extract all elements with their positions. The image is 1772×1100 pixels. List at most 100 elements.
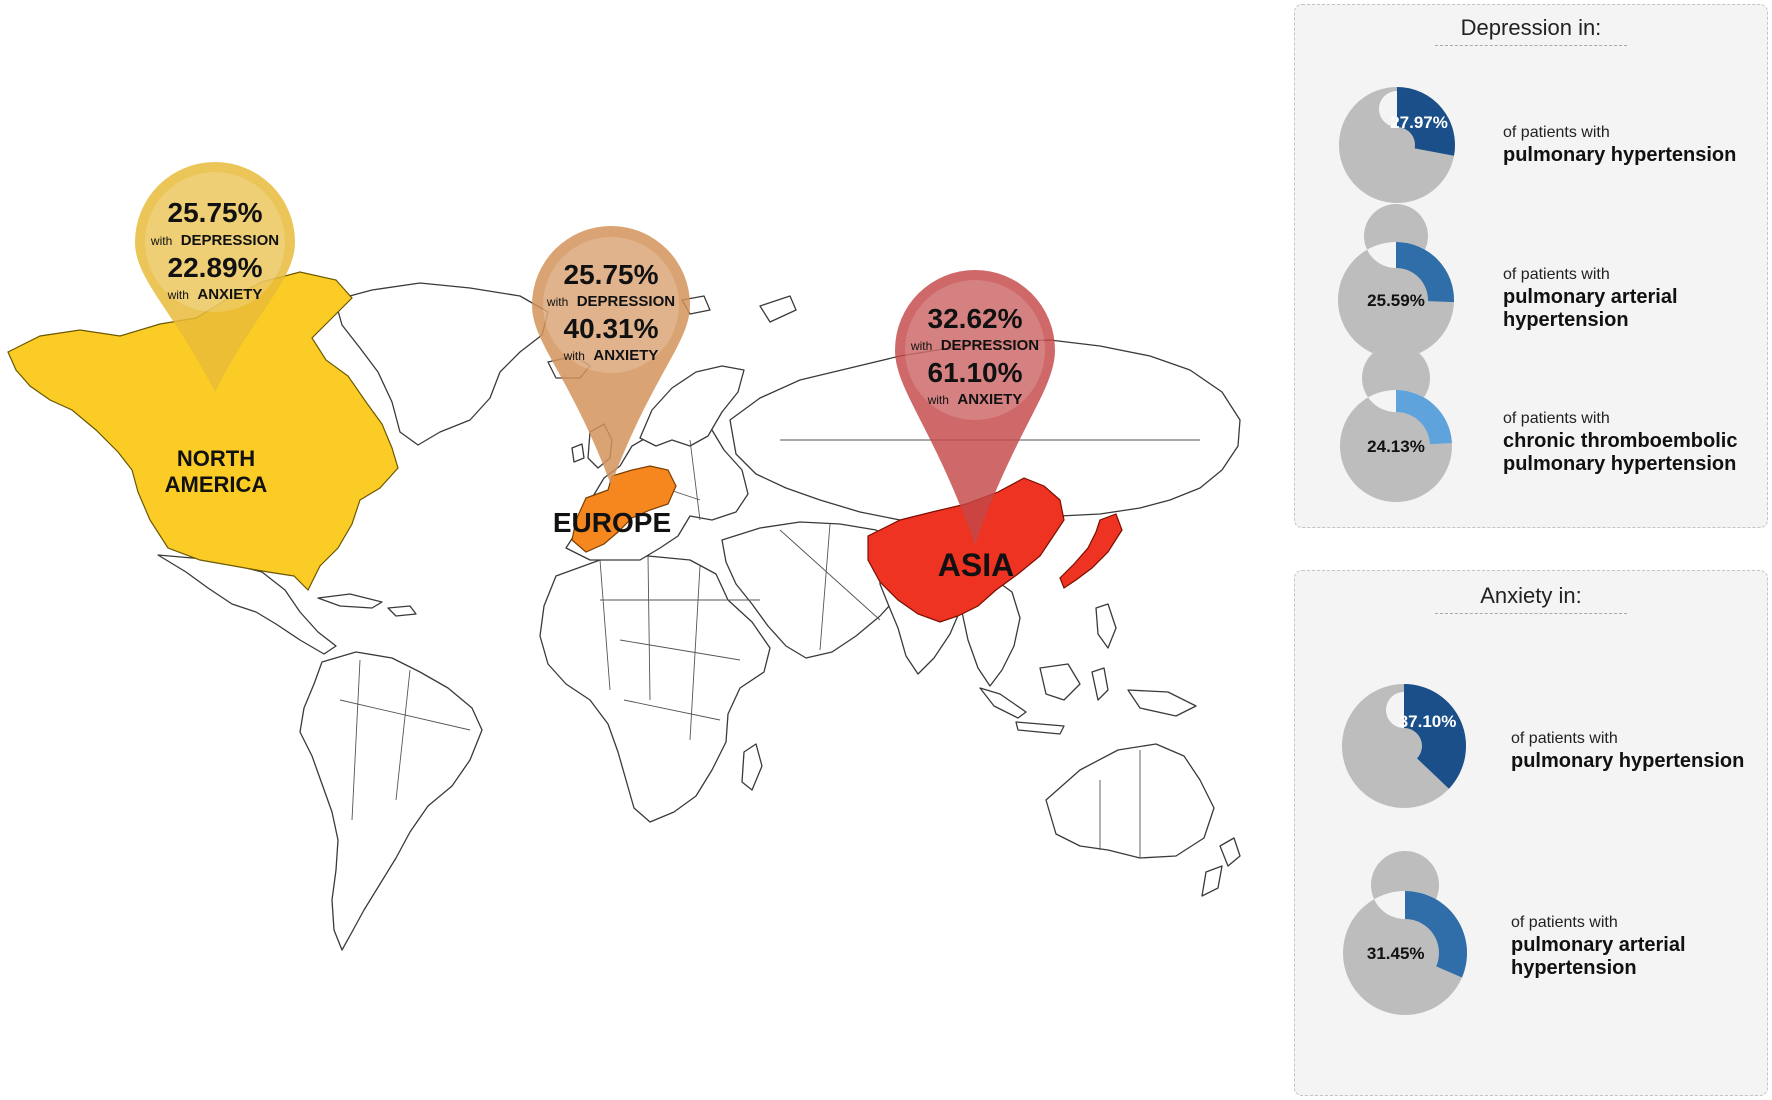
central-america bbox=[157, 554, 337, 655]
borneo bbox=[1039, 663, 1081, 701]
donut-track bbox=[1337, 204, 1454, 358]
pin-depression-percent: 25.75% bbox=[564, 259, 659, 290]
region-label-north-america-line2: AMERICA bbox=[165, 472, 268, 497]
border-line bbox=[647, 555, 651, 701]
border-line bbox=[351, 659, 361, 821]
border-line bbox=[623, 699, 721, 721]
description-lead: of patients with bbox=[1503, 410, 1610, 427]
donut-value-label: 24.13% bbox=[1367, 437, 1425, 456]
donut-slice bbox=[1396, 390, 1452, 445]
europe-region bbox=[571, 465, 677, 553]
title-divider bbox=[1435, 45, 1627, 46]
title-divider bbox=[1435, 613, 1627, 614]
description-anxiety-pah: of patients with pulmonary arterial hype… bbox=[1511, 914, 1686, 980]
africa bbox=[539, 555, 771, 823]
pin-inner-circle bbox=[145, 172, 285, 312]
donut-chart-depression-cteph: 24.13% bbox=[1339, 344, 1452, 502]
pin-asia: 32.62% with DEPRESSION 61.10% with ANXIE… bbox=[895, 270, 1055, 545]
donut-value-label: 37.10% bbox=[1399, 712, 1457, 731]
donut-slice bbox=[1405, 891, 1467, 978]
pin-anxiety-percent: 22.89% bbox=[168, 252, 263, 283]
pin-depression-label: with DEPRESSION bbox=[150, 232, 279, 249]
pin-depression-percent: 32.62% bbox=[928, 303, 1023, 334]
pin-anxiety-label: with ANXIETY bbox=[563, 347, 659, 364]
donut-value-label: 27.97% bbox=[1390, 113, 1448, 132]
region-label-asia: ASIA bbox=[938, 547, 1014, 583]
donut-chart-anxiety-pah: 31.45% bbox=[1342, 851, 1467, 1015]
ireland bbox=[571, 443, 585, 463]
pin-north-america: 25.75% with DEPRESSION 22.89% with ANXIE… bbox=[135, 162, 295, 392]
pin-shape bbox=[895, 270, 1055, 545]
australia bbox=[1045, 743, 1215, 859]
donut-value-label: 31.45% bbox=[1367, 944, 1425, 963]
donut-slice bbox=[1397, 87, 1455, 156]
middle-east bbox=[721, 521, 911, 659]
description-lead: of patients with bbox=[1503, 266, 1610, 283]
donut-chart-anxiety-ph: 37.10% bbox=[1341, 684, 1466, 808]
donut-slice bbox=[1396, 242, 1454, 303]
sumatra bbox=[979, 687, 1027, 719]
pin-europe: 25.75% with DEPRESSION 40.31% with ANXIE… bbox=[532, 226, 690, 485]
border-line bbox=[689, 439, 701, 521]
donut-track bbox=[1342, 851, 1467, 1015]
novaya-zemlya bbox=[759, 295, 797, 323]
asia-region-japan bbox=[1059, 513, 1123, 589]
region-label-europe: EUROPE bbox=[553, 507, 671, 538]
description-condition-line1: pulmonary arterial bbox=[1511, 933, 1686, 956]
south-america bbox=[299, 651, 483, 951]
depression-panel: Depression in: 27.97% of patients with p… bbox=[1294, 4, 1768, 528]
description-lead: of patients with bbox=[1511, 730, 1618, 747]
anxiety-panel: Anxiety in: 37.10% of patients with pulm… bbox=[1294, 570, 1768, 1096]
pin-shape bbox=[135, 162, 295, 392]
sulawesi bbox=[1091, 667, 1109, 701]
description-condition-line2: hypertension bbox=[1503, 308, 1629, 331]
region-label-north-america-line1: NORTH bbox=[177, 446, 255, 471]
description-condition-line2: pulmonary hypertension bbox=[1503, 452, 1737, 475]
description-condition: pulmonary hypertension bbox=[1503, 143, 1737, 166]
description-condition-line1: chronic thromboembolic bbox=[1503, 429, 1738, 452]
new-zealand-south bbox=[1201, 865, 1223, 897]
pin-anxiety-percent: 40.31% bbox=[564, 313, 659, 344]
description-condition-line2: hypertension bbox=[1511, 956, 1637, 979]
depression-panel-title: Depression in: bbox=[1460, 15, 1602, 40]
donut-chart-depression-pah: 25.59% bbox=[1337, 204, 1454, 358]
description-lead: of patients with bbox=[1511, 914, 1618, 931]
pin-inner-circle bbox=[905, 280, 1045, 420]
pin-inner-circle bbox=[543, 237, 679, 373]
description-anxiety-ph: of patients with pulmonary hypertension bbox=[1511, 730, 1745, 773]
donut-track bbox=[1339, 344, 1452, 502]
pin-anxiety-label: with ANXIETY bbox=[167, 286, 263, 303]
java bbox=[1015, 721, 1065, 735]
border-line bbox=[619, 639, 741, 661]
border-line bbox=[599, 559, 611, 691]
description-lead: of patients with bbox=[1503, 124, 1610, 141]
anxiety-panel-title: Anxiety in: bbox=[1480, 583, 1582, 608]
donut-slice bbox=[1404, 684, 1466, 789]
pin-depression-label: with DEPRESSION bbox=[546, 293, 675, 310]
border-line bbox=[819, 523, 831, 651]
new-guinea bbox=[1127, 689, 1197, 717]
description-condition: pulmonary hypertension bbox=[1511, 749, 1745, 772]
pin-shape bbox=[532, 226, 690, 485]
pin-anxiety-percent: 61.10% bbox=[928, 357, 1023, 388]
pin-depression-label: with DEPRESSION bbox=[910, 337, 1039, 354]
donut-chart-depression-ph: 27.97% bbox=[1338, 87, 1455, 203]
border-line bbox=[689, 565, 701, 741]
scandinavia bbox=[639, 365, 745, 447]
description-depression-pah: of patients with pulmonary arterial hype… bbox=[1503, 266, 1678, 332]
border-line bbox=[779, 529, 881, 621]
greenland bbox=[334, 282, 549, 446]
description-depression-ph: of patients with pulmonary hypertension bbox=[1503, 124, 1737, 167]
description-condition-line1: pulmonary arterial bbox=[1503, 285, 1678, 308]
pin-depression-percent: 25.75% bbox=[168, 197, 263, 228]
pin-anxiety-label: with ANXIETY bbox=[927, 391, 1023, 408]
philippines bbox=[1095, 603, 1117, 649]
border-line bbox=[395, 669, 411, 801]
hispaniola bbox=[387, 605, 417, 617]
donut-value-label: 25.59% bbox=[1367, 291, 1425, 310]
cuba bbox=[317, 593, 383, 609]
madagascar bbox=[741, 743, 763, 791]
description-depression-cteph: of patients with chronic thromboembolic … bbox=[1503, 410, 1738, 476]
new-zealand-north bbox=[1219, 837, 1241, 867]
